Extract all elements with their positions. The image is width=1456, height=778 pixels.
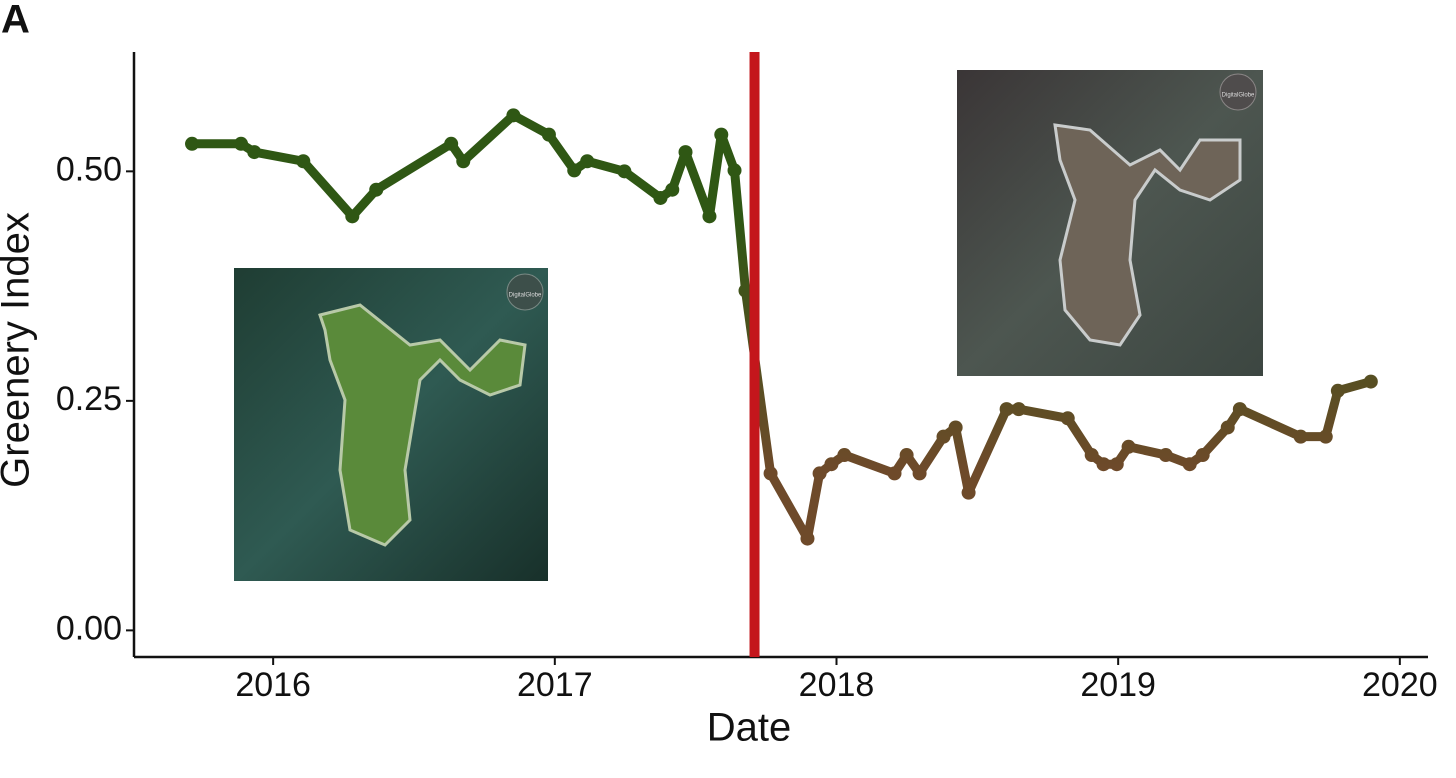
data-point	[444, 136, 459, 151]
data-point	[1293, 429, 1308, 444]
x-tick-label: 2018	[799, 666, 875, 704]
data-point	[727, 163, 742, 178]
panel-label: A	[1, 0, 30, 42]
data-point	[456, 154, 471, 169]
data-point	[247, 145, 262, 160]
data-point	[665, 182, 680, 197]
data-point	[936, 429, 951, 444]
data-point	[1109, 457, 1124, 472]
data-point	[296, 154, 311, 169]
data-point	[1011, 402, 1026, 417]
data-point	[1158, 448, 1173, 463]
data-point	[702, 209, 717, 224]
x-tick-label: 2016	[235, 666, 311, 704]
data-point	[812, 466, 827, 481]
x-tick-label: 2017	[517, 666, 593, 704]
data-point	[824, 457, 839, 472]
data-point	[899, 448, 914, 463]
image-credit: DigitalGlobe	[1222, 93, 1255, 99]
x-axis-title: Date	[707, 706, 792, 750]
data-point	[1318, 429, 1333, 444]
data-point	[948, 420, 963, 435]
data-point	[1060, 411, 1075, 426]
data-point	[506, 108, 521, 123]
data-point	[738, 283, 753, 298]
y-tick-label: 0.00	[56, 609, 122, 647]
data-point	[653, 190, 668, 205]
data-point	[541, 127, 556, 142]
x-tick-label: 2020	[1362, 666, 1438, 704]
data-point	[1084, 448, 1099, 463]
y-axis-title: Greenery Index	[0, 212, 38, 488]
data-point	[837, 448, 852, 463]
data-point	[369, 182, 384, 197]
data-point	[763, 466, 778, 481]
y-tick-label: 0.50	[56, 150, 122, 188]
data-point	[1121, 439, 1136, 454]
y-tick-label: 0.25	[56, 380, 122, 418]
data-point	[1363, 374, 1378, 389]
data-point	[567, 163, 582, 178]
satellite-image-before	[234, 268, 548, 581]
data-point	[1220, 420, 1235, 435]
data-point	[1182, 457, 1197, 472]
data-point	[1096, 457, 1111, 472]
data-point	[617, 164, 632, 179]
data-point	[1232, 402, 1247, 417]
data-point	[1195, 448, 1210, 463]
data-point	[678, 145, 693, 160]
data-point	[800, 531, 815, 546]
data-point	[999, 402, 1014, 417]
data-point	[887, 466, 902, 481]
data-point	[185, 136, 200, 151]
data-point	[345, 209, 360, 224]
data-point	[714, 127, 729, 142]
data-point	[1330, 383, 1345, 398]
data-point	[234, 136, 249, 151]
data-point	[912, 466, 927, 481]
x-tick-label: 2019	[1080, 666, 1156, 704]
satellite-image-after	[957, 70, 1263, 376]
image-credit: DigitalGlobe	[509, 293, 542, 299]
data-point	[961, 485, 976, 500]
data-point	[580, 154, 595, 169]
